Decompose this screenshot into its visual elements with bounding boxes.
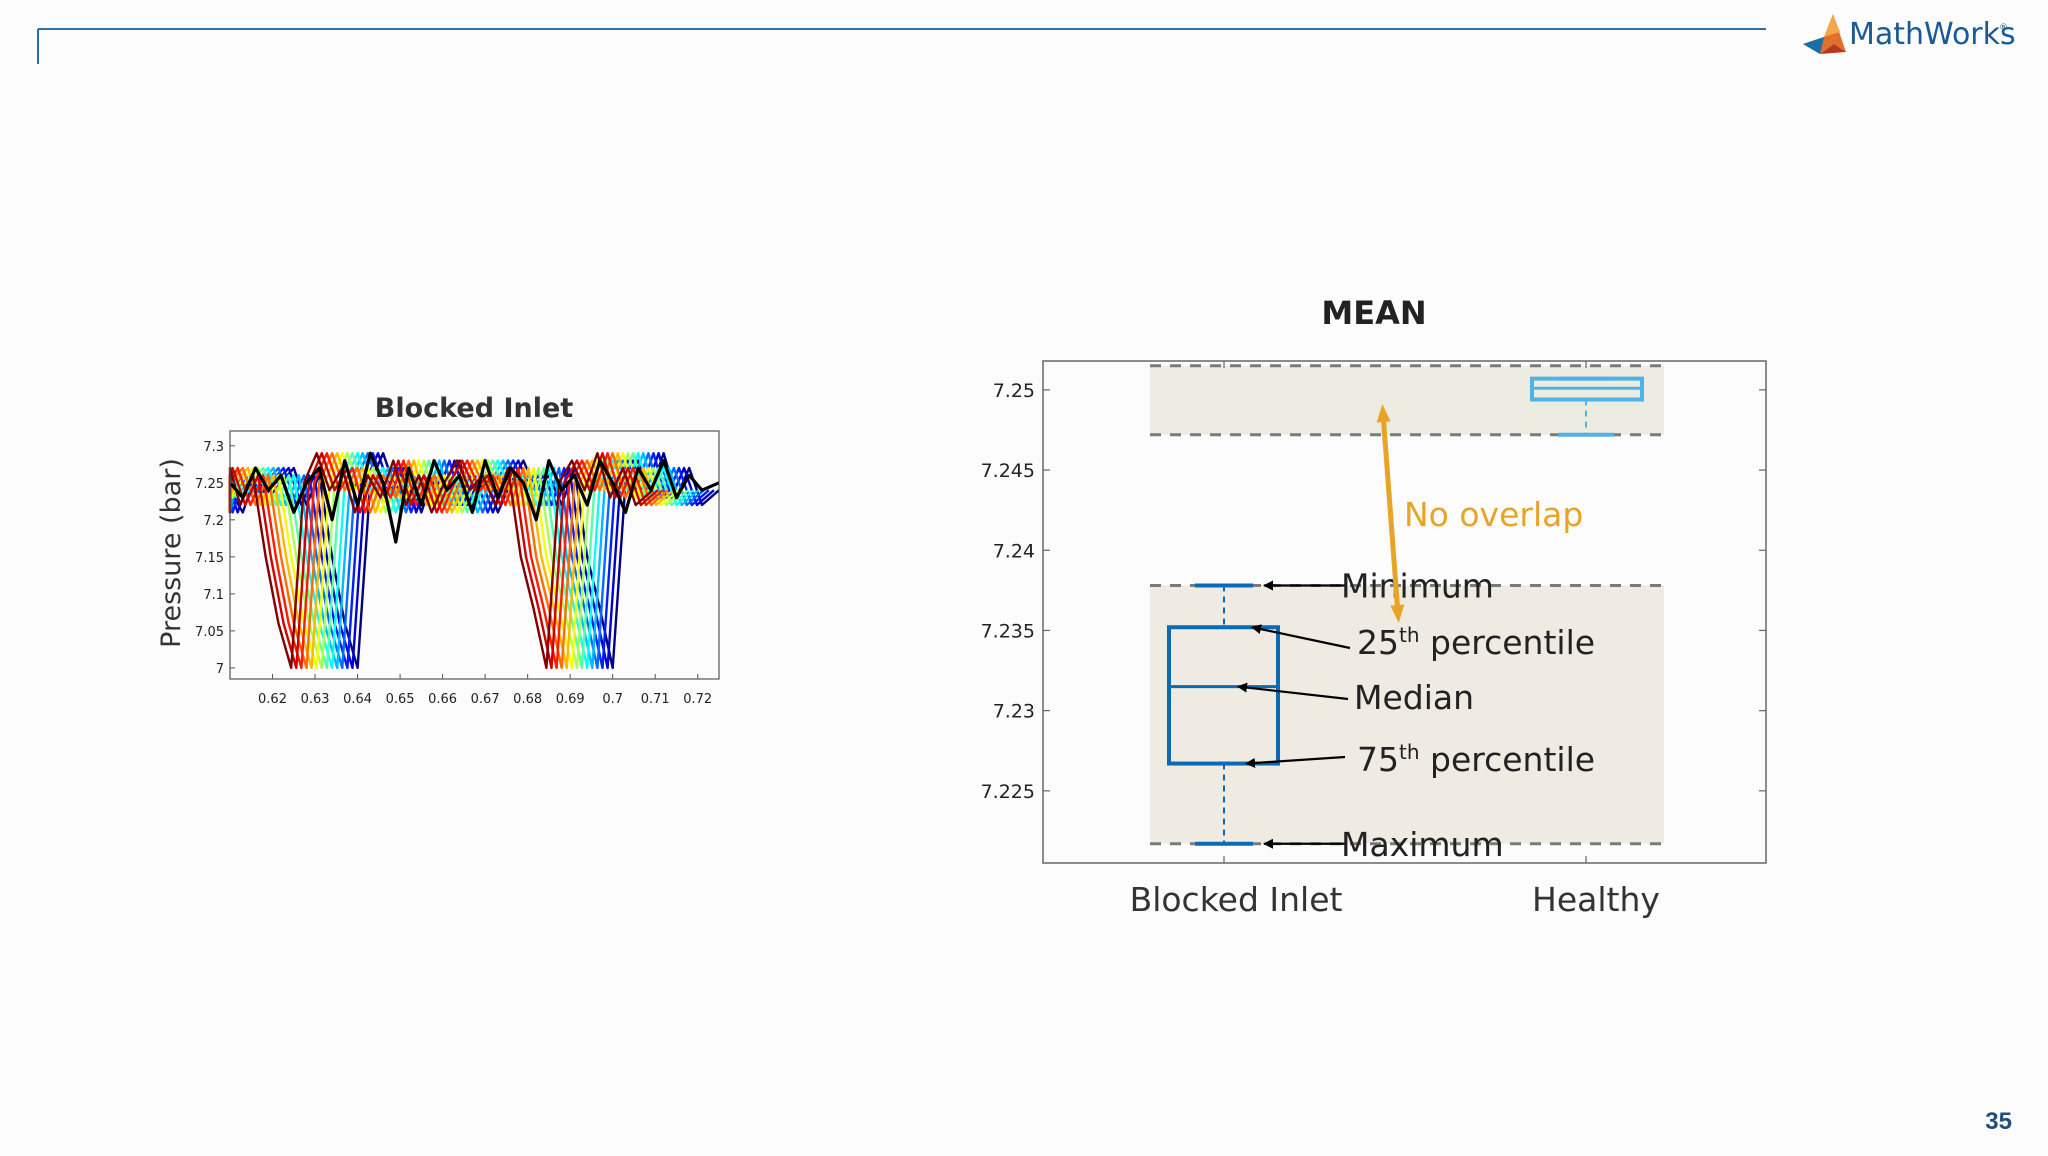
x-tick-label: 0.72 — [683, 692, 712, 707]
x-tick-label: 0.68 — [513, 692, 542, 707]
x-tick-label: 0.64 — [343, 692, 372, 707]
median-label: Median — [1354, 678, 1474, 717]
box-healthy — [1530, 376, 1644, 437]
maximum-label: Maximum — [1341, 825, 1504, 864]
x-tick-label: 0.65 — [386, 692, 415, 707]
y-tick-label: 7.05 — [195, 625, 224, 640]
box-blocked-inlet — [1167, 583, 1280, 846]
q1-arrow — [1251, 624, 1351, 650]
y-tick-label: 7.15 — [195, 551, 224, 566]
box-chart-ticks: 7.225 7.23 7.235 7.24 7.245 7.25 Blocked Inlet… — [981, 361, 1766, 919]
line-series-reference — [228, 451, 720, 544]
box-chart-mean: MEAN 7.225 7.23 7.235 7.24 7.245 7.25 Blocked … — [981, 294, 1767, 919]
q3-arrow — [1245, 755, 1346, 768]
y-tick-label: 7.1 — [203, 588, 224, 603]
line-chart-series — [228, 451, 720, 670]
membrane-logo-icon — [1803, 14, 1846, 54]
line-chart-title: Blocked Inlet — [375, 393, 573, 424]
box-chart-annotations: Minimum 25th percentile Median 75th percent… — [1237, 404, 1595, 864]
x-tick-label: 0.67 — [471, 692, 500, 707]
y-tick-label: 7.235 — [981, 620, 1035, 642]
registered-mark: ® — [1999, 23, 2008, 33]
minimum-label: Minimum — [1341, 567, 1494, 606]
header-rule — [37, 28, 1766, 64]
page-number: 35 — [1985, 1108, 2012, 1135]
box-iqr — [1167, 625, 1280, 766]
line-series-12 — [228, 452, 664, 670]
y-tick-label: 7.245 — [981, 460, 1035, 482]
y-tick-label: 7.3 — [203, 440, 224, 455]
y-tick-label: 7.2 — [203, 514, 224, 529]
category-label: Healthy — [1532, 880, 1660, 919]
line-chart-blocked-inlet: Blocked Inlet Pressure (bar) 0.62 0.63 0.6… — [156, 393, 720, 707]
no-overlap-arrow — [1376, 404, 1405, 623]
x-tick-label: 0.63 — [301, 692, 330, 707]
line-chart-ticks: 0.62 0.63 0.64 0.65 0.66 0.67 0.68 0.69 0.7 0.71 0… — [195, 440, 712, 707]
x-tick-label: 0.7 — [602, 692, 623, 707]
y-tick-label: 7.225 — [981, 781, 1035, 803]
y-tick-label: 7.25 — [195, 477, 224, 492]
q3-label: 75th percentile — [1357, 740, 1595, 779]
y-tick-label: 7.25 — [993, 380, 1035, 402]
line-series-13 — [228, 452, 659, 670]
y-tick-label: 7.24 — [993, 540, 1035, 562]
line-chart-ylabel: Pressure (bar) — [156, 458, 187, 648]
brand-name: MathWorks — [1849, 17, 2016, 52]
box-chart-boxes — [1167, 376, 1644, 846]
y-tick-label: 7 — [216, 662, 224, 677]
line-chart-axes-box — [229, 430, 720, 680]
box-chart-title: MEAN — [1321, 294, 1426, 332]
box-chart-axes-box — [1042, 360, 1767, 864]
line-series-10 — [228, 452, 674, 670]
x-tick-label: 0.62 — [258, 692, 287, 707]
x-tick-label: 0.69 — [556, 692, 585, 707]
x-tick-label: 0.66 — [428, 692, 457, 707]
x-tick-label: 0.71 — [641, 692, 670, 707]
median-arrow — [1237, 682, 1349, 701]
category-label: Blocked Inlet — [1130, 880, 1343, 919]
y-tick-label: 7.23 — [993, 701, 1035, 723]
q1-label: 25th percentile — [1357, 623, 1595, 662]
mathworks-logo: MathWorks ® — [1803, 14, 2016, 54]
no-overlap-label: No overlap — [1404, 495, 1583, 534]
